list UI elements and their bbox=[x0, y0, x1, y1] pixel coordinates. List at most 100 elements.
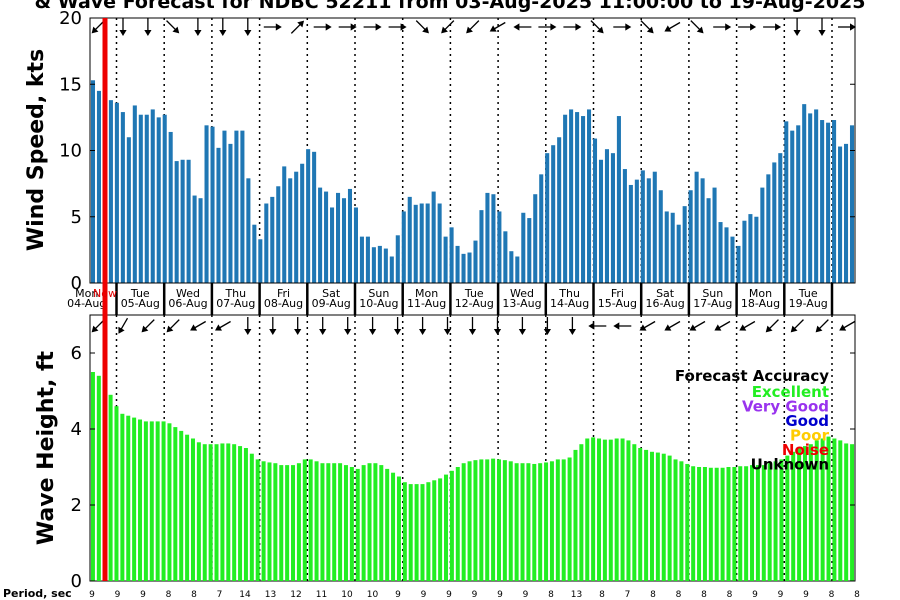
bar bbox=[391, 472, 396, 581]
bar bbox=[255, 459, 260, 581]
day-date-label: 13-Aug bbox=[502, 297, 541, 310]
day-date-label: 11-Aug bbox=[407, 297, 446, 310]
bar bbox=[673, 459, 678, 581]
direction-arrow bbox=[91, 319, 105, 333]
period-value: 9 bbox=[395, 590, 401, 600]
bar bbox=[276, 186, 281, 283]
bar bbox=[702, 467, 707, 581]
direction-arrow bbox=[640, 20, 654, 34]
bar bbox=[336, 192, 341, 283]
bar bbox=[549, 461, 554, 581]
period-value: 9 bbox=[115, 590, 121, 600]
direction-arrow bbox=[244, 317, 252, 335]
bar bbox=[437, 203, 442, 283]
direction-arrow bbox=[838, 23, 856, 31]
bar bbox=[216, 147, 221, 283]
bar bbox=[291, 465, 296, 581]
bar bbox=[808, 444, 813, 581]
arrow-head bbox=[166, 325, 174, 333]
arrow-head bbox=[518, 329, 527, 335]
arrow-head bbox=[815, 325, 823, 333]
arrow-head bbox=[441, 26, 448, 34]
y-tick-label: 0 bbox=[71, 273, 82, 294]
arrow-head bbox=[172, 26, 180, 34]
day-date-label: 16-Aug bbox=[645, 297, 684, 310]
day-of-week-label: Fri bbox=[611, 287, 624, 300]
bar bbox=[414, 484, 419, 581]
day-of-week-label: Tue bbox=[798, 287, 818, 300]
bar bbox=[682, 206, 687, 283]
legend-title: Forecast Accuracy bbox=[675, 367, 829, 385]
day-date-label: 09-Aug bbox=[312, 297, 351, 310]
bar bbox=[545, 153, 550, 283]
arrow-head bbox=[839, 324, 847, 331]
direction-arrow bbox=[714, 320, 731, 331]
period-value: 10 bbox=[341, 590, 353, 600]
bar bbox=[491, 194, 496, 283]
bar bbox=[396, 476, 401, 581]
bar bbox=[455, 245, 460, 283]
bar bbox=[597, 438, 602, 581]
bar bbox=[773, 461, 778, 581]
arrow-head bbox=[375, 23, 382, 31]
arrow-head bbox=[119, 30, 127, 36]
bar bbox=[355, 468, 360, 581]
bar bbox=[314, 461, 319, 581]
bar bbox=[691, 466, 696, 581]
direction-arrow bbox=[590, 20, 604, 34]
day-date-label: 05-Aug bbox=[121, 297, 160, 310]
bar bbox=[361, 465, 366, 581]
bar bbox=[598, 159, 604, 283]
bar bbox=[712, 187, 717, 283]
bar bbox=[658, 190, 663, 283]
bar bbox=[419, 203, 424, 283]
y-tick-label: 15 bbox=[59, 74, 82, 95]
bar bbox=[555, 459, 560, 581]
arrow-head bbox=[664, 324, 672, 331]
y-tick-label: 5 bbox=[71, 207, 82, 228]
bar bbox=[473, 460, 478, 581]
bar bbox=[514, 463, 519, 581]
bar bbox=[243, 448, 248, 581]
bar bbox=[742, 220, 747, 283]
bar bbox=[467, 461, 472, 581]
bar bbox=[461, 463, 466, 581]
bar bbox=[426, 482, 431, 581]
y-tick-label: 6 bbox=[71, 343, 82, 364]
bar bbox=[838, 146, 843, 283]
bar bbox=[90, 372, 95, 581]
bar bbox=[754, 216, 759, 283]
direction-arrow bbox=[294, 317, 302, 335]
arrow-head bbox=[639, 324, 647, 331]
bar bbox=[120, 413, 125, 581]
direction-arrow bbox=[489, 21, 506, 32]
bar bbox=[402, 482, 407, 581]
bar bbox=[330, 207, 335, 283]
direction-arrow bbox=[690, 20, 704, 34]
day-date-label: 17-Aug bbox=[693, 297, 732, 310]
direction-arrow bbox=[613, 322, 632, 330]
bar bbox=[270, 196, 275, 284]
direction-arrow bbox=[468, 317, 477, 335]
bar bbox=[190, 438, 195, 581]
bar bbox=[676, 224, 681, 283]
wave-y-axis-label: Wave Height, ft bbox=[34, 350, 59, 545]
direction-arrow bbox=[738, 23, 757, 31]
direction-arrow bbox=[538, 23, 557, 31]
period-value: 8 bbox=[829, 590, 835, 600]
bar bbox=[551, 145, 556, 283]
bar bbox=[561, 459, 566, 581]
bar bbox=[485, 192, 490, 283]
direction-arrow bbox=[441, 20, 455, 34]
arrow-head bbox=[664, 25, 672, 32]
bar bbox=[520, 463, 525, 581]
bar bbox=[521, 212, 526, 283]
bar bbox=[143, 421, 148, 581]
bar bbox=[367, 463, 372, 581]
arrow-head bbox=[91, 325, 99, 333]
bar bbox=[726, 467, 731, 581]
bar bbox=[114, 102, 119, 283]
bar bbox=[646, 178, 651, 283]
arrow-head bbox=[818, 30, 826, 36]
